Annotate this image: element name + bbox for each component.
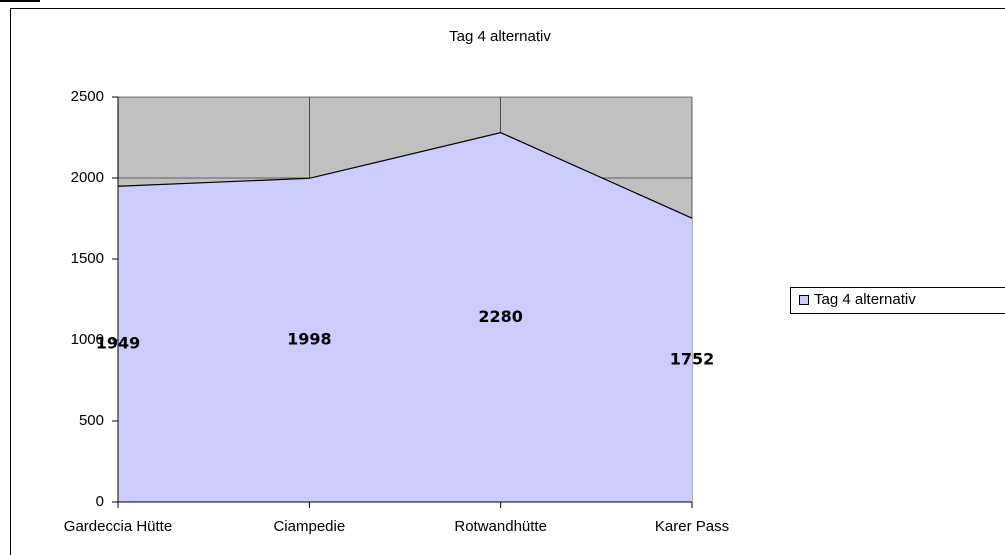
corner-mark <box>0 0 40 2</box>
legend-box <box>790 287 1005 314</box>
data-label: 2280 <box>478 307 523 326</box>
area-line <box>117 132 693 219</box>
legend-label: Tag 4 alternativ <box>814 291 916 308</box>
x-tick-label: Karer Pass <box>655 518 729 535</box>
data-label: 1998 <box>287 330 332 349</box>
y-tick-label: 1000 <box>71 331 104 348</box>
data-label: 1752 <box>670 350 715 369</box>
x-tick-label: Rotwandhütte <box>454 518 547 535</box>
x-tick-label: Gardeccia Hütte <box>64 518 172 535</box>
y-tick-label: 2500 <box>71 88 104 105</box>
chart-title: Tag 4 alternativ <box>449 28 551 45</box>
y-tick-label: 2000 <box>71 169 104 186</box>
y-tick-label: 1500 <box>71 250 104 267</box>
data-label: 1949 <box>96 334 141 353</box>
area <box>118 132 692 502</box>
x-tick-label: Ciampedie <box>273 518 345 535</box>
y-tick-label: 0 <box>96 493 104 510</box>
y-tick-label: 500 <box>79 412 104 429</box>
legend-swatch <box>799 295 809 305</box>
